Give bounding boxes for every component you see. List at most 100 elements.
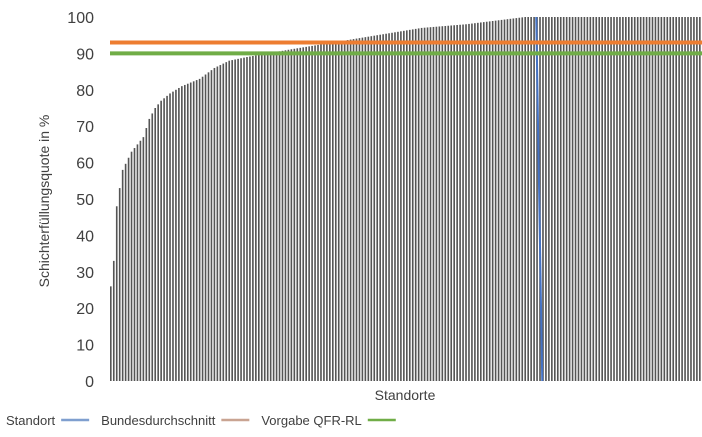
bar-standort <box>601 17 603 381</box>
bar-standort <box>175 89 177 382</box>
bar-standort <box>420 27 423 381</box>
bar-standort <box>364 37 367 381</box>
bar-standort <box>198 78 201 381</box>
bar-standort <box>163 98 165 381</box>
bar-standort <box>669 17 672 381</box>
bar-standort <box>287 49 290 381</box>
bar-standort <box>219 65 222 382</box>
bar-standort <box>429 27 432 381</box>
bar-standort <box>246 57 248 381</box>
bar-standort <box>169 93 171 381</box>
bar-standort <box>696 17 698 381</box>
bar-standort <box>358 38 361 382</box>
x-axis-title: Standorte <box>375 387 436 403</box>
bar-standort <box>281 50 284 382</box>
bar-standort <box>583 17 586 381</box>
bar-standort <box>408 29 411 382</box>
bar-standort <box>598 17 601 381</box>
bar-standort <box>604 17 606 381</box>
bar-standort <box>130 151 133 381</box>
bar-standort <box>382 34 384 381</box>
bar-standort <box>166 95 168 382</box>
bar-standort <box>323 43 325 381</box>
bar-standort <box>133 148 136 381</box>
bar-standort <box>225 62 228 381</box>
bar-standort <box>675 17 677 381</box>
bar-standort <box>554 17 556 381</box>
bar-standort <box>329 42 331 381</box>
bar-standort <box>154 108 157 381</box>
bar-standort <box>592 17 595 381</box>
bar-standort <box>616 17 618 381</box>
bar-standort <box>400 31 402 381</box>
bar-standort <box>320 44 322 382</box>
bar-standort <box>234 59 236 381</box>
y-tick-label: 20 <box>76 301 94 318</box>
bar-standort <box>693 17 695 381</box>
reference-lines <box>110 16 702 382</box>
bar-standort <box>237 58 239 382</box>
bar-standort <box>630 17 633 381</box>
bar-standort <box>397 31 399 382</box>
bar-standort <box>574 17 577 381</box>
bar-standort <box>343 40 346 381</box>
legend: Standort Bundesdurchschnitt Vorgabe QFR-RL <box>6 413 396 428</box>
bar-standort <box>151 113 154 382</box>
bar-standort <box>545 17 547 381</box>
bar-standort <box>272 52 275 382</box>
y-axis-ticks: 0 10 20 30 40 50 60 70 80 90 100 <box>67 10 94 391</box>
bar-standort <box>127 157 130 381</box>
y-tick-label: 40 <box>76 228 94 245</box>
bar-standort <box>595 17 598 381</box>
bar-standort <box>349 39 352 381</box>
bar-standort <box>636 17 639 381</box>
bar-standort <box>213 67 216 382</box>
reference-line-1 <box>535 16 544 382</box>
bar-standort <box>562 17 565 381</box>
y-tick-label: 60 <box>76 156 94 173</box>
bar-standort <box>548 17 550 381</box>
bar-standort <box>139 140 142 381</box>
bar-standort <box>299 47 302 381</box>
bar-standort <box>687 17 689 381</box>
bar-standort <box>346 40 349 382</box>
bar-standort <box>456 25 458 381</box>
bar-standort <box>189 82 192 382</box>
legend-label: Bundesdurchschnitt <box>101 413 216 428</box>
bar-standort <box>317 44 319 381</box>
bar-standort <box>639 17 642 381</box>
bar-standort <box>184 84 186 381</box>
bar-standort <box>263 53 266 382</box>
bar-standort <box>678 17 680 381</box>
bar-standort <box>556 17 559 381</box>
bar-standort <box>145 128 148 381</box>
bar-standort <box>157 104 159 382</box>
bar-standort <box>249 56 251 382</box>
y-tick-label: 10 <box>76 338 94 355</box>
bar-standort <box>551 17 553 381</box>
bar-standort <box>462 24 464 382</box>
bar-standort <box>518 17 521 381</box>
bar-standort <box>577 17 580 381</box>
bar-standort <box>453 25 455 381</box>
bar-standort <box>672 17 675 381</box>
bar-standort <box>228 60 231 382</box>
bar-standort <box>681 17 683 381</box>
bars-group <box>110 17 701 382</box>
bar-standort <box>651 17 654 381</box>
bar-standort <box>480 22 482 382</box>
legend-label: Vorgabe QFR-RL <box>261 413 361 428</box>
bar-standort <box>589 17 592 381</box>
bar-standort <box>370 36 373 382</box>
bar-standort <box>438 26 441 382</box>
bar-standort <box>521 17 524 382</box>
bar-standort <box>699 17 701 381</box>
bar-standort <box>450 25 453 382</box>
bar-standort <box>426 27 429 382</box>
bar-standort <box>302 47 305 381</box>
bar-standort <box>255 55 257 381</box>
bar-standort <box>367 36 370 381</box>
bar-standort <box>332 42 334 381</box>
bar-standort <box>222 63 225 382</box>
bar-standort <box>613 17 615 381</box>
